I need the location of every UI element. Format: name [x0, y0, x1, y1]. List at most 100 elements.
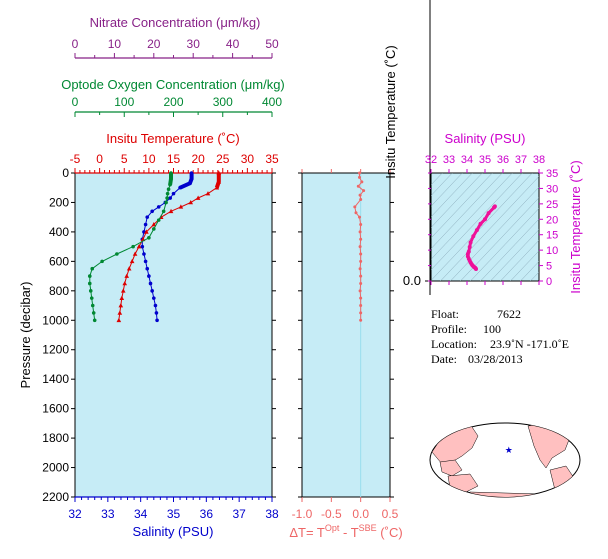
- delta-t-plot-area: [301, 172, 391, 498]
- axis-tick-label: 50: [265, 37, 279, 51]
- axis-tick-label: 25: [216, 152, 230, 166]
- pressure-tick-label: 1800: [42, 431, 69, 445]
- density-contour: [510, 250, 539, 281]
- float-value: 7622: [497, 307, 521, 321]
- salinity-point: [188, 181, 192, 186]
- ts-point: [468, 240, 473, 245]
- salinity-point: [147, 274, 151, 278]
- delta-tick-label: 0.0: [352, 507, 369, 521]
- oxygen-point: [90, 266, 95, 271]
- delta-t-point: [358, 267, 362, 271]
- axis-tick-label: 32: [68, 507, 82, 521]
- profile-panel: 0200400600800100012001400160018002000220…: [18, 15, 285, 539]
- density-contour: [431, 173, 503, 250]
- temperature-point: [136, 244, 142, 249]
- date-label: Date:: [431, 352, 457, 366]
- oxygen-point: [92, 318, 97, 323]
- delta-t-point: [354, 211, 358, 215]
- fragment-axis-label: Insitu Temperature (˚C): [383, 45, 398, 178]
- delta-t-point: [357, 175, 361, 179]
- axis-tick-label: 20: [191, 152, 205, 166]
- ts-x-tick-label: 38: [533, 154, 545, 166]
- axis-tick-label: 34: [134, 507, 148, 521]
- delta-t-point: [359, 318, 363, 322]
- oxygen-point: [156, 218, 161, 222]
- nitrate-axis-label: Nitrate Concentration (μm/kg): [90, 15, 261, 30]
- pressure-tick-label: 1400: [42, 372, 69, 386]
- temperature-axis-fragment: 0.0 Insitu Temperature (˚C): [383, 0, 431, 295]
- delta-t-point: [360, 180, 364, 184]
- salinity-axis: 32 33 34 35 36 37 38: [68, 496, 279, 521]
- ts-point: [474, 266, 478, 271]
- salinity-axis-label: Salinity (PSU): [133, 524, 214, 539]
- date-value: 03/28/2013: [468, 352, 523, 366]
- nitrate-axis: 0 10 20 30 40 50: [72, 37, 279, 59]
- axis-tick-label: 30: [241, 152, 255, 166]
- temperature-point: [120, 288, 126, 293]
- ts-y-tick-label: 35: [546, 168, 558, 180]
- temperature-point: [122, 280, 128, 286]
- temperature-point: [124, 273, 130, 278]
- location-label: Location:: [431, 337, 477, 351]
- oxygen-point: [90, 303, 95, 308]
- axis-tick-label: 200: [163, 95, 183, 109]
- location-value: 23.9˚N -171.0˚E: [490, 337, 569, 351]
- ts-axes: 32 33 34 35 36 37 38 0 5 10 15 20 25 30 35: [425, 154, 558, 288]
- delta-t-point: [359, 198, 363, 202]
- delta-tick-label: -1.0: [292, 507, 313, 521]
- delta-t-point: [358, 230, 362, 234]
- axis-tick-label: 20: [147, 37, 161, 51]
- delta-t-axis-label: ΔT= TOpt - TSBE (˚C): [289, 523, 402, 540]
- oxygen-point: [88, 289, 93, 293]
- delta-t-point: [357, 171, 361, 175]
- ts-y-tick-label: 5: [546, 261, 552, 273]
- ts-y-tick-label: 25: [546, 199, 558, 211]
- axis-tick-label: 35: [265, 152, 279, 166]
- pressure-tick-label: 200: [49, 195, 69, 209]
- salinity-point: [143, 259, 148, 264]
- ts-y-tick-label: 0: [546, 276, 552, 288]
- delta-t-label-main: ΔT= T: [289, 525, 325, 540]
- delta-t-point: [353, 205, 357, 209]
- delta-t-label-mid: - T: [339, 525, 358, 540]
- delta-tick-label: 0.5: [382, 507, 399, 521]
- delta-t-point: [359, 274, 363, 278]
- pressure-tick-label: 600: [49, 254, 69, 268]
- oxygen-point: [131, 244, 135, 249]
- delta-t-point: [359, 237, 363, 241]
- salinity-point: [189, 171, 194, 175]
- ts-panel: 32 33 34 35 36 37 38 0 5 10 15 20 25 30 35 Salinity (P…: [425, 131, 583, 294]
- delta-t-point: [356, 184, 360, 188]
- density-contour: [490, 229, 539, 281]
- ts-point: [486, 211, 491, 216]
- salinity-point: [178, 185, 182, 190]
- temperature-axis: -5 0 5 10 15 20 25 30 35: [70, 152, 279, 174]
- delta-tick-label: -0.5: [321, 507, 342, 521]
- temperature-point: [168, 208, 174, 214]
- temperature-point: [178, 204, 184, 209]
- delta-t-point: [359, 304, 363, 308]
- oxygen-axis: 0 100 200 300 400: [72, 95, 282, 117]
- density-contour: [440, 176, 539, 281]
- axis-tick-label: 5: [121, 152, 128, 166]
- world-map: ★: [429, 422, 581, 498]
- delta-t-point: [358, 193, 362, 197]
- salinity-point: [156, 205, 161, 209]
- ts-y-label: Insitu Temperature (˚C): [568, 160, 583, 293]
- axis-tick-label: 30: [187, 37, 201, 51]
- density-contour: [431, 173, 533, 281]
- density-contour: [431, 173, 513, 260]
- salinity-point: [148, 281, 153, 286]
- pressure-tick-label: 400: [49, 225, 69, 239]
- ts-title: Salinity (PSU): [445, 131, 526, 146]
- delta-t-panel: -1.0 -0.5 0.0 0.5 ΔT= TOpt - TSBE (˚C): [289, 169, 403, 540]
- temperature-point: [129, 258, 135, 264]
- pressure-tick-label: 0: [62, 166, 69, 180]
- fragment-tick-label: 0.0: [403, 273, 421, 288]
- axis-tick-label: 35: [167, 507, 181, 521]
- pressure-tick-label: 800: [49, 284, 69, 298]
- pressure-axis-label: Pressure (decibar): [18, 282, 33, 389]
- float-info: Float: 7622 Profile: 100 Location: 23.9˚…: [431, 307, 569, 366]
- float-label: Float:: [431, 307, 459, 321]
